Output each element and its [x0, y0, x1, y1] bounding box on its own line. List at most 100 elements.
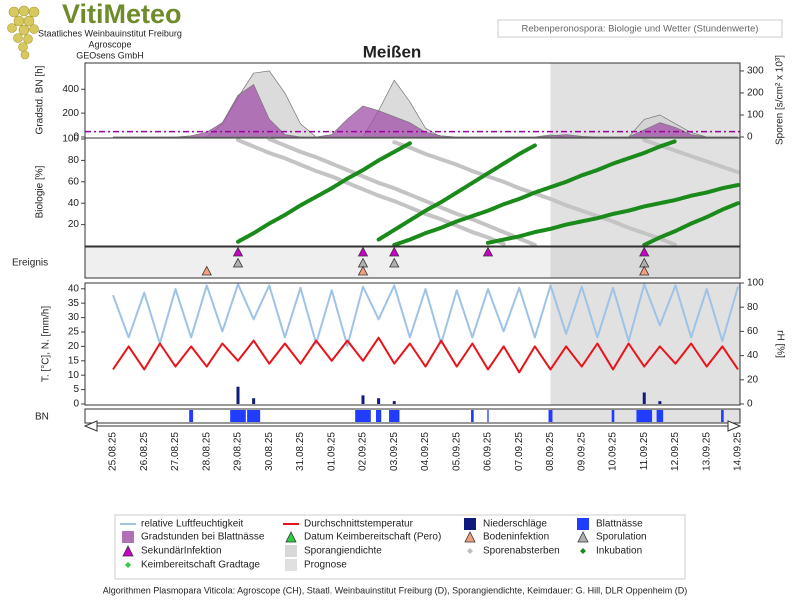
bn-block [189, 410, 194, 422]
y2-tick-label: 0 [747, 132, 753, 143]
info-text: Rebenperonospora: Biologie und Wetter (S… [522, 24, 759, 35]
y2-tick-label: 100 [747, 110, 764, 121]
event-marker [357, 246, 369, 257]
precip-bar [392, 401, 396, 404]
legend-label: Sporulation [596, 532, 647, 543]
org-line: Staatliches Weinbauinstitut Freiburg [38, 28, 182, 38]
x-tick-label: 09.09.25 [576, 432, 587, 471]
y-axis-title: T. [°C], N. [mm/h] [41, 306, 52, 382]
y2-tick-label: 80 [747, 302, 759, 313]
y2-tick-label: 60 [747, 326, 759, 337]
legend-label: Gradstunden bei Blattnässe [141, 532, 265, 543]
curve [236, 141, 412, 244]
x-tick-label: 08.09.25 [545, 432, 556, 471]
legend-marker [285, 545, 297, 557]
legend-label: relative Luftfeuchtigkeit [141, 519, 244, 530]
legend-label: Prognose [304, 560, 347, 571]
legend-marker [577, 518, 589, 530]
curve [267, 137, 537, 247]
legend-marker [467, 548, 473, 554]
x-tick-label: 07.09.25 [514, 432, 525, 471]
y2-tick-label: 200 [747, 88, 764, 99]
event-marker [232, 246, 244, 257]
logo: VitiMeteo [62, 0, 182, 29]
legend-label: SekundärInfektion [141, 546, 222, 557]
legend-marker [122, 531, 134, 543]
precip-bar [658, 401, 662, 404]
event-marker [389, 246, 400, 257]
y2-tick-label: 300 [747, 66, 764, 77]
panel-border [84, 137, 741, 247]
y-tick-label: 35 [68, 298, 80, 309]
legend-marker [464, 518, 476, 530]
series-line [112, 283, 739, 347]
legend-label: Blattnässe [596, 519, 643, 530]
legend-label: Durchschnittstemperatur [304, 519, 414, 530]
y-tick-label: 60 [68, 176, 80, 187]
event-marker [639, 246, 650, 257]
event-marker [482, 246, 494, 257]
x-tick-label: 14.09.25 [733, 432, 744, 471]
legend-label: Niederschläge [483, 519, 547, 530]
bn-block [376, 410, 382, 422]
bn-block [389, 410, 400, 422]
precip-bar [377, 398, 381, 404]
y-tick-label: 0 [73, 132, 79, 143]
bn-block [656, 410, 664, 422]
x-tick-label: 01.09.25 [326, 432, 337, 471]
curve [392, 139, 678, 247]
panel-border [84, 246, 741, 279]
precip-bar [642, 392, 646, 404]
org-line: GEOsens GmbH [76, 50, 144, 60]
bn-block [487, 410, 489, 422]
x-tick-label: 12.09.25 [670, 432, 681, 471]
bn-block [355, 410, 371, 422]
y2-tick-label: 20 [747, 374, 759, 385]
bn-block [230, 410, 246, 422]
bn-block [548, 410, 553, 422]
curve [376, 143, 537, 242]
bn-block [721, 410, 724, 422]
y2-tick-label: 40 [747, 350, 759, 361]
x-tick-label: 27.08.25 [170, 432, 181, 471]
panel-label: BN [35, 412, 49, 423]
y-tick-label: 10 [68, 370, 80, 381]
x-tick-label: 11.09.25 [639, 432, 650, 471]
arrow [727, 420, 742, 432]
x-tick-label: 02.09.25 [358, 432, 369, 471]
series-line [112, 336, 739, 374]
event-marker [357, 265, 369, 276]
y-axis-title: Biologie [%] [35, 165, 46, 218]
legend-marker [122, 545, 134, 557]
panel-label: Ereignis [12, 258, 48, 269]
legend-marker [580, 548, 586, 554]
x-tick-label: 06.09.25 [483, 432, 494, 471]
y-tick-label: 25 [68, 327, 80, 338]
legend-marker [125, 562, 131, 568]
x-tick-label: 28.08.25 [201, 432, 212, 471]
x-tick-label: 05.09.25 [451, 432, 462, 471]
legend-marker [285, 559, 297, 571]
y-tick-label: 15 [68, 355, 80, 366]
event-marker [232, 257, 244, 268]
legend-marker [577, 531, 589, 543]
legend-box [114, 514, 686, 580]
precip-bar [252, 398, 256, 404]
legend-label: Inkubation [596, 546, 642, 557]
x-tick-label: 29.08.25 [233, 432, 244, 471]
y-axis-title: Gradstd. BN [h] [35, 65, 46, 134]
event-marker [389, 257, 400, 268]
y-tick-label: 5 [73, 384, 79, 395]
area [113, 83, 738, 138]
x-tick-label: 30.08.25 [264, 432, 275, 471]
x-tick-label: 26.08.25 [139, 432, 150, 471]
event-marker [201, 265, 212, 276]
legend-label: Datum Keimbereitschaft (Pero) [304, 532, 441, 543]
prognose-area [550, 283, 740, 405]
x-tick-label: 31.08.25 [295, 432, 306, 471]
legend-marker [285, 531, 297, 543]
org-line: Agroscope [88, 39, 131, 49]
y2-tick-label: 0 [747, 399, 753, 410]
bn-block [636, 410, 653, 422]
